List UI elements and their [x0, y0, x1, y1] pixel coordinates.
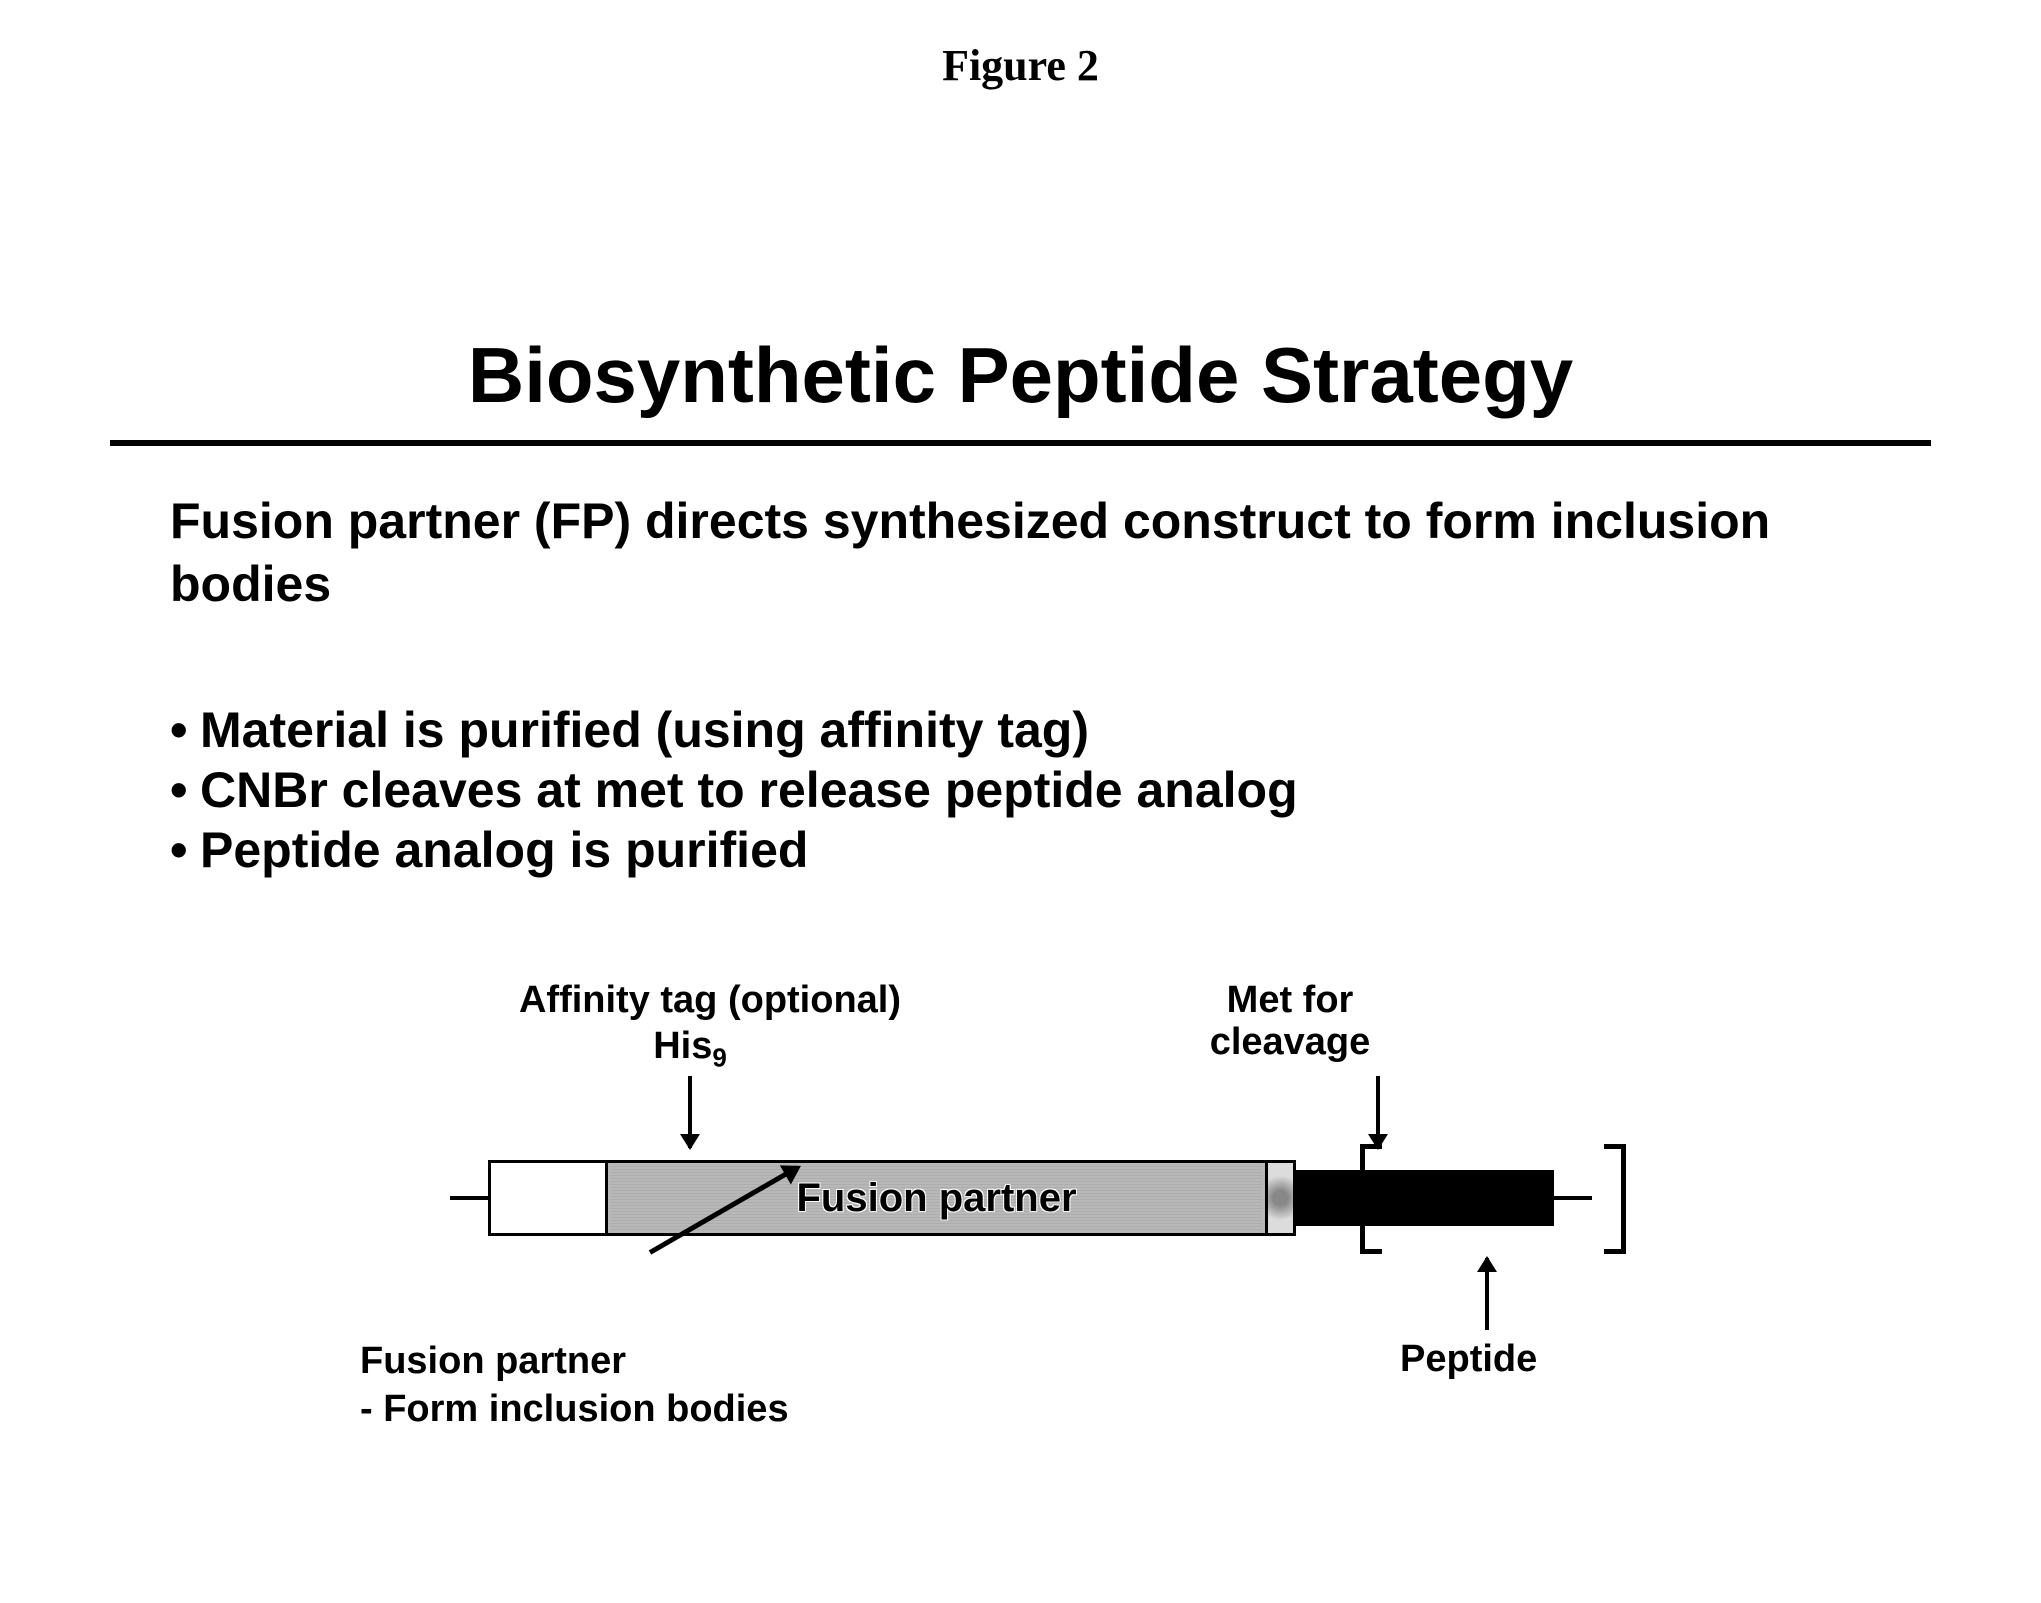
- fusion-partner-footer: Fusion partner - Form inclusion bodies: [360, 1338, 789, 1433]
- bullet-list: • Material is purified (using affinity t…: [170, 700, 1871, 880]
- met-label-line2: cleavage: [1160, 1022, 1420, 1064]
- figure-caption: Figure 2: [942, 40, 1099, 91]
- bullet-text: Material is purified (using affinity tag…: [200, 700, 1089, 760]
- title-underline: [110, 440, 1931, 446]
- arrow-down-icon: [1376, 1076, 1380, 1148]
- construct-bar: Fusion partner: [450, 1160, 1592, 1236]
- affinity-tag-label: Affinity tag (optional): [500, 980, 920, 1022]
- peptide-label: Peptide: [1400, 1338, 1537, 1381]
- list-item: • Material is purified (using affinity t…: [170, 700, 1871, 760]
- fp-footer-line1: Fusion partner: [360, 1338, 789, 1386]
- page-title: Biosynthetic Peptide Strategy: [468, 330, 1573, 421]
- bullet-text: CNBr cleaves at met to release peptide a…: [200, 760, 1298, 820]
- trail-line: [1552, 1196, 1592, 1200]
- construct-diagram: Affinity tag (optional) His9 Met for cle…: [370, 980, 1670, 1500]
- intro-text: Fusion partner (FP) directs synthesized …: [170, 490, 1871, 615]
- met-segment: [1268, 1160, 1296, 1236]
- list-item: • CNBr cleaves at met to release peptide…: [170, 760, 1871, 820]
- lead-line: [450, 1196, 490, 1200]
- arrow-down-icon: [688, 1076, 692, 1148]
- bracket-left-icon: [1360, 1144, 1382, 1254]
- fusion-partner-segment: Fusion partner: [608, 1160, 1268, 1236]
- bracket-right-icon: [1604, 1144, 1626, 1254]
- fusion-partner-bar-text: Fusion partner: [796, 1176, 1076, 1221]
- his-segment: [488, 1160, 608, 1236]
- met-label-line1: Met for: [1160, 980, 1420, 1022]
- bullet-text: Peptide analog is purified: [200, 820, 808, 880]
- bullet-icon: •: [170, 820, 200, 880]
- peptide-segment: [1294, 1170, 1554, 1226]
- arrow-up-icon: [1485, 1258, 1489, 1330]
- bullet-icon: •: [170, 700, 200, 760]
- list-item: • Peptide analog is purified: [170, 820, 1871, 880]
- his-label: His9: [640, 1026, 740, 1072]
- fp-footer-line2: - Form inclusion bodies: [360, 1386, 789, 1434]
- his-base: His: [653, 1025, 712, 1067]
- bullet-icon: •: [170, 760, 200, 820]
- met-label: Met for cleavage: [1160, 980, 1420, 1064]
- his-subscript: 9: [712, 1043, 726, 1073]
